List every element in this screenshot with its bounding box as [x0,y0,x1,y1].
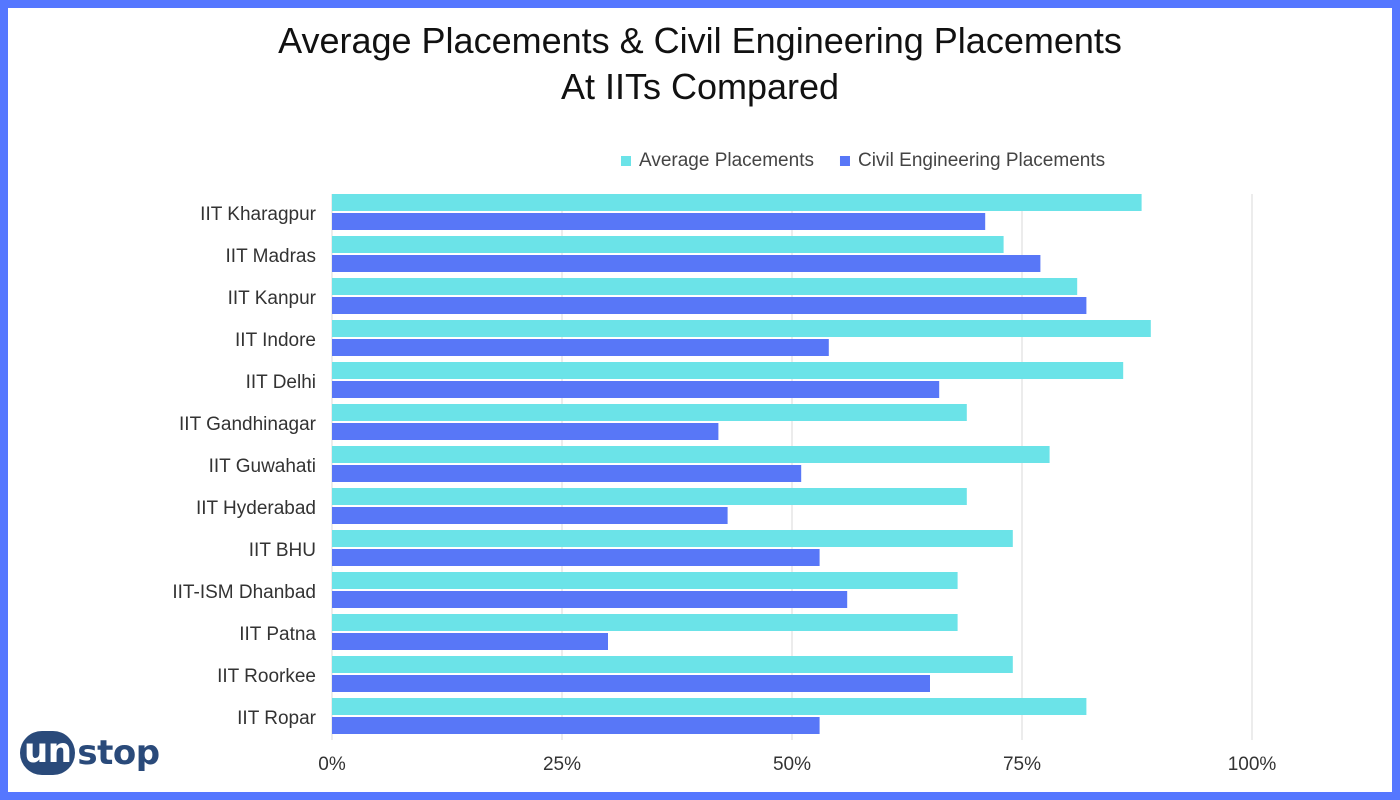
category-label: IIT BHU [249,540,316,561]
bar-chart: 0% 25% 50% 75% 100% IIT Kharagpur IIT Madras II… [172,150,1277,775]
bar-civil [332,339,829,356]
bar-civil [332,675,930,692]
bar-average [332,404,967,421]
bar-civil [332,381,940,398]
bar-civil [332,297,1087,314]
bar-average [332,362,1124,379]
chart-frame: Average Placements & Civil Engineering P… [8,8,1392,792]
category-label: IIT Kharagpur [200,204,317,225]
bar-average [332,572,958,589]
chart-title: Average Placements & Civil Engineering P… [8,18,1392,110]
bar-average [332,530,1013,547]
x-tick-label: 75% [1003,754,1041,775]
bar-average [332,236,1004,253]
logo-text: stop [77,733,160,773]
legend-swatch [839,156,850,166]
bar-civil [332,507,728,524]
x-tick-label: 25% [543,754,581,775]
category-label: IIT Hyderabad [196,498,316,519]
bar-civil [332,423,719,440]
bar-civil [332,717,820,734]
category-label: IIT Indore [235,330,316,351]
bar-average [332,320,1151,337]
category-label: IIT Ropar [237,708,317,729]
bar-civil [332,213,986,230]
logo-badge: un [20,731,76,775]
bar-civil [332,465,802,482]
chart-title-line-2: At IITs Compared [560,66,840,107]
category-label: IIT Delhi [246,372,316,393]
bar-average [332,194,1142,211]
bar-civil [332,591,848,608]
bar-average [332,488,967,505]
category-label: IIT Kanpur [228,288,317,309]
unstop-logo: un stop [20,731,160,775]
category-label: IIT Madras [226,246,316,267]
bar-average [332,698,1087,715]
legend-label: Civil Engineering Placements [858,150,1105,171]
category-label: IIT Patna [239,624,316,645]
bar-average [332,278,1078,295]
chart-title-line-1: Average Placements & Civil Engineering P… [278,20,1122,61]
bar-civil [332,549,820,566]
legend-label: Average Placements [639,150,814,171]
legend-swatch [621,156,631,166]
bar-average [332,656,1013,673]
category-label: IIT Roorkee [217,666,316,687]
category-label: IIT Gandhinagar [179,414,317,435]
x-tick-label: 0% [318,754,346,775]
bar-civil [332,255,1041,272]
x-tick-label: 100% [1228,754,1277,775]
category-label: IIT-ISM Dhanbad [172,582,316,603]
category-label: IIT Guwahati [209,456,316,477]
bar-average [332,614,958,631]
bar-average [332,446,1050,463]
x-tick-label: 50% [773,754,811,775]
bar-civil [332,633,608,650]
